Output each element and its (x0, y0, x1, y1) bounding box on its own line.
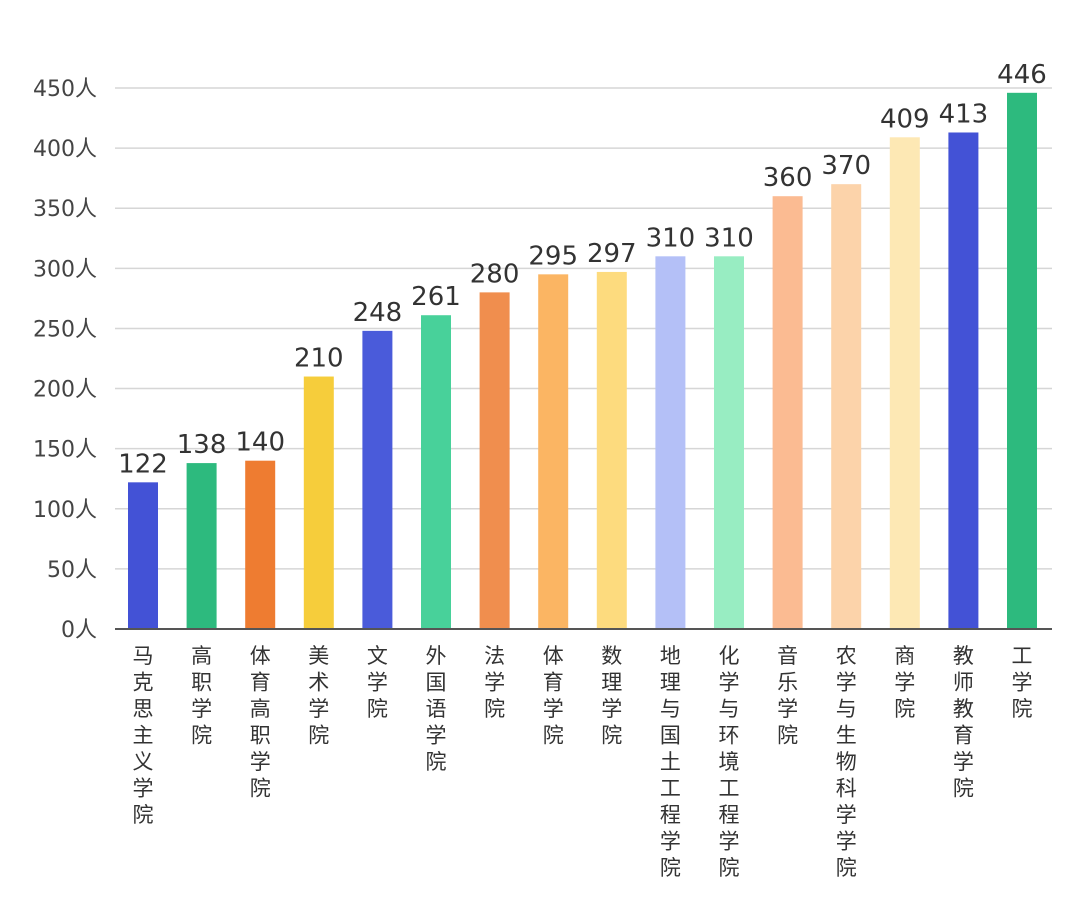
bar (128, 482, 158, 629)
y-tick-label: 50人 (47, 558, 97, 583)
x-tick-label: 音乐学院 (777, 644, 798, 748)
x-tick-label: 高职学院 (191, 644, 212, 748)
x-tick-label: 工学院 (1012, 644, 1033, 721)
bar (831, 184, 862, 629)
data-label: 360 (763, 163, 813, 193)
x-tick-label: 农学与生物科学学院 (836, 644, 857, 880)
y-tick-label: 200人 (33, 378, 97, 403)
bars (128, 92, 1037, 629)
data-label: 138 (177, 430, 227, 460)
bar (479, 292, 510, 629)
y-tick-label: 100人 (33, 498, 97, 523)
bar (1007, 92, 1037, 629)
bar (538, 274, 569, 629)
x-tick-label: 马克思主义学院 (133, 644, 154, 827)
bar (303, 376, 334, 629)
y-tick-label: 300人 (33, 257, 97, 282)
x-tick-label: 文学院 (367, 644, 388, 721)
data-label: 261 (411, 282, 461, 312)
data-label: 413 (939, 99, 989, 129)
bar (714, 256, 744, 629)
data-label: 409 (880, 104, 930, 134)
y-tick-label: 0人 (61, 618, 97, 643)
y-tick-label: 350人 (33, 197, 97, 222)
data-label: 210 (294, 344, 344, 374)
data-label: 370 (821, 151, 871, 181)
bar (889, 137, 920, 629)
y-tick-label: 150人 (33, 438, 97, 463)
x-tick-label: 数理学院 (601, 644, 622, 748)
x-tick-label: 体育学院 (543, 644, 564, 748)
x-tick-label: 法学院 (484, 644, 505, 721)
x-axis-labels: 马克思主义学院 高职学院 体育高职学院 美术学院 文学院 外国语学院 法学院 体育学院 数理学院… (133, 644, 1033, 880)
y-axis-ticks: 0人 50人 100人 150人 200人 250人 300人 350人 400人 450人 (33, 77, 97, 643)
data-label: 310 (704, 223, 754, 253)
bar (655, 256, 686, 629)
bar (596, 271, 627, 629)
x-tick-label: 外国语学院 (426, 644, 447, 774)
data-label: 295 (528, 241, 578, 271)
bar (421, 315, 451, 629)
bar (186, 463, 217, 629)
y-tick-label: 400人 (33, 137, 97, 162)
data-label: 446 (997, 60, 1047, 90)
x-tick-label: 美术学院 (308, 644, 329, 748)
data-labels: 122 138 140 210 248 261 280 295 297 310 310 360 370 4… (118, 60, 1047, 480)
x-tick-label: 教师教育学院 (953, 644, 974, 801)
x-tick-label: 体育高职学院 (250, 644, 271, 801)
bar (772, 196, 803, 629)
x-tick-label: 化学与环境工程学院 (719, 644, 740, 880)
x-tick-label: 商学院 (894, 644, 915, 721)
data-label: 122 (118, 449, 168, 479)
bar (362, 330, 393, 629)
bar (948, 132, 979, 629)
bar (245, 460, 276, 629)
data-label: 140 (235, 428, 285, 458)
data-label: 248 (353, 298, 403, 328)
y-tick-label: 250人 (33, 317, 97, 342)
data-label: 310 (646, 223, 696, 253)
y-tick-label: 450人 (33, 77, 97, 102)
data-label: 280 (470, 259, 520, 289)
x-tick-label: 地理与国土工程学院 (660, 644, 681, 880)
data-label: 297 (587, 239, 637, 269)
